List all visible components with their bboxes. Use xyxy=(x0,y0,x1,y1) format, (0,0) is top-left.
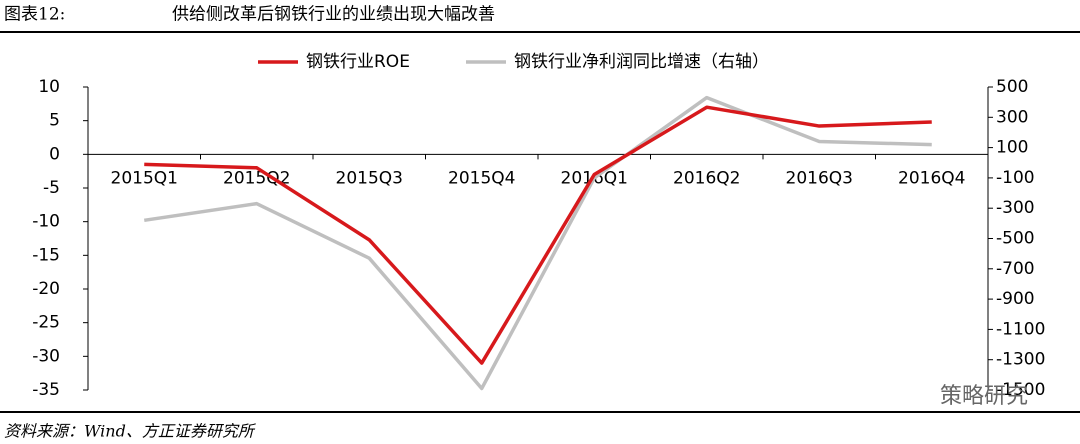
x-tick-label: 2016Q4 xyxy=(898,168,965,188)
y2-tick-label: 300 xyxy=(996,107,1028,127)
y-tick-label: -20 xyxy=(32,279,60,299)
y2-tick-label: -300 xyxy=(996,198,1035,218)
y2-tick-label: 500 xyxy=(996,77,1028,97)
y2-tick-label: -700 xyxy=(996,259,1035,279)
y-tick-label: -35 xyxy=(32,380,60,400)
y-tick-label: 10 xyxy=(38,77,60,97)
series-line xyxy=(143,95,932,391)
x-tick-label: 2015Q3 xyxy=(336,168,403,188)
y2-tick-label: -900 xyxy=(996,289,1035,309)
y2-tick-label: -500 xyxy=(996,229,1035,249)
y-tick-label: -5 xyxy=(43,178,60,198)
watermark: 策略研究 xyxy=(940,384,1028,409)
chart-title: 供给侧改革后钢铁行业的业绩出现大幅改善 xyxy=(172,5,495,25)
y2-tick-label: -1100 xyxy=(996,319,1045,339)
y2-tick-label: -100 xyxy=(996,168,1035,188)
y-tick-label: -30 xyxy=(32,346,60,366)
y-tick-label: 0 xyxy=(49,144,60,164)
y-tick-label: 5 xyxy=(49,111,60,131)
y2-tick-label: -1300 xyxy=(996,350,1045,370)
y2-tick-label: 100 xyxy=(996,138,1028,158)
legend-label: 钢铁行业ROE xyxy=(306,52,410,72)
y2-tick-label: -1500 xyxy=(996,380,1045,400)
y-tick-label: -10 xyxy=(32,212,60,232)
x-tick-label: 2015Q4 xyxy=(448,168,515,188)
y-tick-label: -15 xyxy=(32,245,60,265)
y-tick-label: -25 xyxy=(32,313,60,333)
x-tick-label: 2016Q2 xyxy=(673,168,740,188)
legend-label: 钢铁行业净利润同比增速（右轴） xyxy=(514,52,769,72)
x-tick-label: 2016Q3 xyxy=(786,168,853,188)
x-tick-label: 2015Q1 xyxy=(111,168,178,188)
series-line xyxy=(144,105,932,365)
figure-label: 图表12: xyxy=(4,5,65,25)
source: 资料来源：Wind、方正证券研究所 xyxy=(4,422,257,441)
x-tick-label: 2015Q2 xyxy=(223,168,290,188)
